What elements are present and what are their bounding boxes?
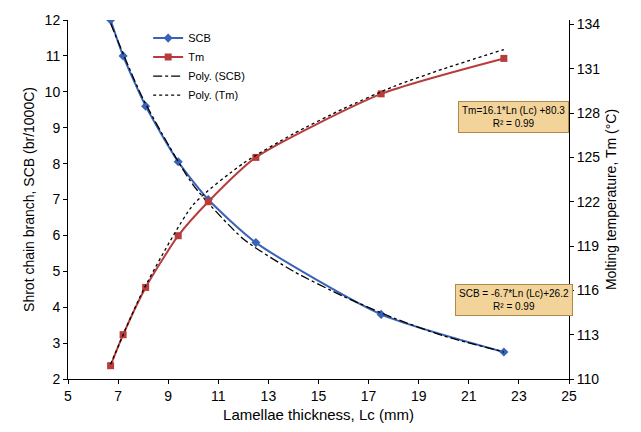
- svg-text:122: 122: [577, 194, 601, 210]
- svg-text:25: 25: [561, 388, 577, 404]
- svg-text:SCB = -6.7*Ln (Lc)+26.2R² = 0.: SCB = -6.7*Ln (Lc)+26.2R² = 0.99: [459, 288, 569, 312]
- svg-text:Poly. (SCB): Poly. (SCB): [188, 70, 245, 82]
- svg-text:SCB: SCB: [188, 32, 211, 44]
- svg-text:17: 17: [361, 388, 377, 404]
- svg-text:11: 11: [211, 388, 226, 404]
- svg-text:7: 7: [52, 191, 60, 207]
- svg-text:131: 131: [577, 61, 601, 77]
- svg-text:8: 8: [52, 156, 60, 172]
- svg-text:12: 12: [45, 12, 61, 28]
- svg-text:Shrot chain branch, SCB (br/10: Shrot chain branch, SCB (br/1000C): [21, 87, 37, 312]
- svg-text:7: 7: [114, 388, 122, 404]
- svg-text:13: 13: [261, 388, 277, 404]
- svg-text:Lamellae thickness, Lc (mm): Lamellae thickness, Lc (mm): [223, 406, 414, 423]
- svg-text:Poly. (Tm): Poly. (Tm): [188, 89, 238, 101]
- svg-text:Tm: Tm: [188, 51, 204, 63]
- svg-text:Tm=16.1*Ln (Lc) +80.3R² = 0.99: Tm=16.1*Ln (Lc) +80.3R² = 0.99: [462, 105, 565, 129]
- svg-text:5: 5: [64, 388, 72, 404]
- svg-text:110: 110: [577, 371, 600, 387]
- svg-text:116: 116: [577, 282, 600, 298]
- svg-text:23: 23: [511, 388, 527, 404]
- svg-text:2: 2: [52, 371, 60, 387]
- svg-text:128: 128: [577, 105, 601, 121]
- svg-text:11: 11: [46, 48, 61, 64]
- svg-text:3: 3: [52, 335, 60, 351]
- svg-text:9: 9: [164, 388, 172, 404]
- svg-text:Molting temperature, Tm (°C): Molting temperature, Tm (°C): [603, 109, 619, 290]
- svg-text:15: 15: [311, 388, 327, 404]
- svg-text:9: 9: [52, 120, 60, 136]
- svg-text:10: 10: [45, 84, 61, 100]
- svg-text:113: 113: [577, 327, 600, 343]
- svg-text:19: 19: [411, 388, 427, 404]
- svg-text:21: 21: [461, 388, 477, 404]
- svg-text:5: 5: [52, 263, 60, 279]
- svg-text:125: 125: [577, 149, 601, 165]
- svg-text:4: 4: [52, 299, 60, 315]
- svg-text:134: 134: [577, 16, 601, 32]
- svg-text:119: 119: [577, 238, 600, 254]
- svg-text:6: 6: [52, 227, 60, 243]
